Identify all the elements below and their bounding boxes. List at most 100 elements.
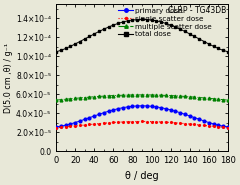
primary dose — [117, 107, 120, 110]
single scatter dose — [188, 123, 191, 125]
multiple scatter dose — [55, 99, 58, 101]
primary dose — [150, 105, 153, 107]
multiple scatter dose — [112, 95, 115, 97]
total dose — [131, 19, 134, 21]
total dose — [112, 24, 115, 26]
total dose — [179, 28, 182, 30]
primary dose — [198, 118, 201, 120]
multiple scatter dose — [217, 98, 220, 100]
total dose — [184, 30, 186, 33]
multiple scatter dose — [126, 94, 129, 96]
single scatter dose — [179, 122, 182, 124]
single scatter dose — [88, 123, 91, 126]
single scatter dose — [74, 125, 77, 127]
primary dose — [131, 105, 134, 107]
primary dose — [74, 121, 77, 124]
multiple scatter dose — [141, 94, 144, 96]
primary dose — [169, 109, 172, 111]
total dose — [83, 38, 86, 40]
primary dose — [126, 106, 129, 108]
Text: CLRP - TG43DB: CLRP - TG43DB — [168, 6, 226, 15]
multiple scatter dose — [98, 95, 101, 97]
primary dose — [55, 126, 58, 128]
primary dose — [145, 105, 148, 107]
multiple scatter dose — [150, 94, 153, 96]
multiple scatter dose — [74, 97, 77, 100]
primary dose — [207, 121, 210, 124]
primary dose — [64, 124, 67, 126]
Y-axis label: Ḋ(5.0 cm ,θ) / g⁻¹: Ḋ(5.0 cm ,θ) / g⁻¹ — [4, 43, 13, 113]
total dose — [117, 22, 120, 25]
primary dose — [203, 120, 205, 122]
Line: single scatter dose: single scatter dose — [54, 120, 230, 129]
primary dose — [59, 125, 62, 127]
total dose — [217, 47, 220, 50]
multiple scatter dose — [107, 95, 110, 97]
primary dose — [141, 105, 144, 107]
multiple scatter dose — [59, 99, 62, 101]
single scatter dose — [69, 125, 72, 127]
multiple scatter dose — [212, 98, 215, 100]
primary dose — [212, 123, 215, 125]
single scatter dose — [126, 121, 129, 123]
primary dose — [102, 112, 105, 114]
multiple scatter dose — [193, 96, 196, 98]
total dose — [102, 28, 105, 30]
total dose — [64, 47, 67, 50]
primary dose — [174, 110, 177, 112]
total dose — [136, 18, 139, 21]
total dose — [169, 24, 172, 26]
single scatter dose — [107, 122, 110, 124]
primary dose — [164, 107, 167, 110]
primary dose — [98, 113, 101, 115]
single scatter dose — [212, 125, 215, 127]
multiple scatter dose — [160, 94, 162, 96]
single scatter dose — [222, 126, 225, 128]
multiple scatter dose — [198, 96, 201, 99]
multiple scatter dose — [93, 96, 96, 98]
single scatter dose — [164, 121, 167, 123]
single scatter dose — [198, 124, 201, 126]
multiple scatter dose — [145, 94, 148, 96]
multiple scatter dose — [184, 95, 186, 97]
primary dose — [69, 123, 72, 125]
multiple scatter dose — [222, 99, 225, 101]
total dose — [107, 26, 110, 28]
single scatter dose — [217, 126, 220, 128]
single scatter dose — [227, 127, 229, 129]
multiple scatter dose — [78, 97, 81, 99]
single scatter dose — [150, 120, 153, 123]
multiple scatter dose — [227, 99, 229, 101]
multiple scatter dose — [69, 98, 72, 100]
multiple scatter dose — [164, 94, 167, 97]
total dose — [222, 49, 225, 51]
total dose — [174, 26, 177, 28]
single scatter dose — [78, 124, 81, 127]
primary dose — [155, 106, 158, 108]
single scatter dose — [160, 121, 162, 123]
Line: primary dose: primary dose — [55, 104, 229, 128]
multiple scatter dose — [203, 97, 205, 99]
total dose — [78, 40, 81, 43]
primary dose — [121, 107, 124, 109]
total dose — [88, 35, 91, 38]
total dose — [198, 38, 201, 40]
total dose — [160, 21, 162, 23]
total dose — [59, 49, 62, 51]
multiple scatter dose — [102, 95, 105, 97]
single scatter dose — [117, 121, 120, 123]
single scatter dose — [169, 121, 172, 124]
primary dose — [160, 107, 162, 109]
multiple scatter dose — [155, 94, 158, 96]
single scatter dose — [93, 123, 96, 125]
total dose — [155, 20, 158, 22]
single scatter dose — [131, 120, 134, 123]
total dose — [207, 43, 210, 45]
single scatter dose — [174, 122, 177, 124]
multiple scatter dose — [207, 97, 210, 100]
X-axis label: θ / deg: θ / deg — [125, 171, 159, 181]
multiple scatter dose — [83, 96, 86, 99]
primary dose — [217, 124, 220, 126]
single scatter dose — [145, 120, 148, 123]
primary dose — [88, 117, 91, 119]
